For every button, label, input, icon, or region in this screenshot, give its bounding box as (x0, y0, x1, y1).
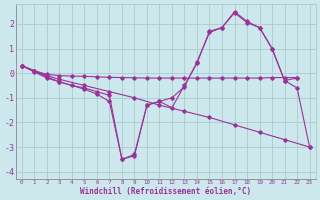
X-axis label: Windchill (Refroidissement éolien,°C): Windchill (Refroidissement éolien,°C) (80, 187, 251, 196)
